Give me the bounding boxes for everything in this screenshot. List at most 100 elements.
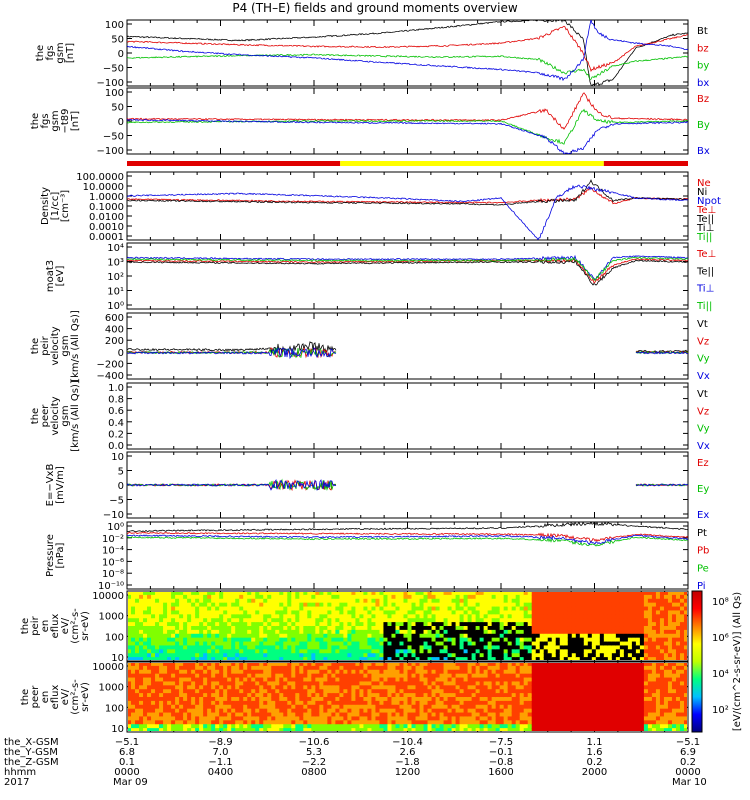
- ytick-label: 0.6: [108, 406, 124, 417]
- series-vx: [127, 347, 688, 360]
- ylabel-line: eflux: [50, 614, 61, 639]
- ylabel-line: the: [20, 689, 31, 705]
- ytick-label: −10: [103, 510, 124, 521]
- ylabel-line: −t89: [60, 108, 71, 133]
- series-bx: [127, 118, 688, 154]
- ytick-label: −50: [103, 132, 124, 143]
- ytick-label: 1.0: [108, 383, 124, 394]
- orbit-value: Mar 09: [113, 777, 148, 788]
- series-vy: [127, 347, 688, 359]
- orbit-value: −7.5: [489, 737, 513, 748]
- orbit-value: 0800: [301, 767, 326, 778]
- ytick-label: 200: [105, 336, 124, 347]
- ylabel-line: velocity: [50, 396, 61, 435]
- legend-pt: Pt: [697, 528, 707, 539]
- ylabel-line: fgs: [40, 113, 51, 128]
- orbit-value: −0.8: [489, 757, 513, 768]
- ytick-label: 10²: [107, 272, 124, 283]
- ytick-label: 10000: [92, 591, 124, 602]
- series-ni: [127, 179, 688, 206]
- panel-frame: [126, 661, 689, 733]
- panel-p0: 100 50 0 −50 −100 the fgs gsm [nT] Bt bz by bx: [35, 19, 709, 89]
- legend-vx: Vx: [697, 441, 710, 452]
- series-by: [127, 53, 688, 80]
- ylabel-line: the: [30, 113, 41, 129]
- panel-frame: [126, 171, 689, 241]
- ytick-label: 100: [105, 88, 124, 99]
- ylabel-line: gsm: [55, 42, 66, 63]
- panel-frame: [126, 590, 689, 662]
- series-pe: [127, 536, 688, 547]
- ylabel-line: [mV/m]: [55, 466, 66, 504]
- legend-bx: Bx: [697, 146, 710, 157]
- colorbar-scale: [691, 590, 703, 733]
- ylabel-line: eV/: [60, 617, 71, 634]
- ytick-label: 1000: [99, 683, 124, 694]
- legend-te: Te⊥: [696, 249, 716, 260]
- orbit-row-label: the_X‑GSM: [4, 737, 59, 748]
- legend-ti: Ti||: [696, 301, 712, 312]
- panel-p3: 10⁴ 10³ 10² 10¹ 10⁰ moat3 [eV] Te⊥ Te|| Ti⊥ Ti||: [45, 242, 716, 312]
- legend-ez: Ez: [697, 458, 709, 469]
- orbit-value: 1.1: [587, 737, 603, 748]
- orbit-value: 1200: [395, 767, 420, 778]
- colorbar-tick: 10⁶: [712, 633, 729, 644]
- legend-bt: Bt: [697, 26, 708, 37]
- legend-te: Te||: [696, 266, 714, 277]
- colorbar-label: [eV/(cm^2-s-sr-eV)] (All Qs): [732, 592, 743, 731]
- ylabel-line: en: [40, 620, 51, 633]
- legend-ni: Ni: [697, 187, 707, 198]
- orbit-row-label: the_Y‑GSM: [4, 747, 58, 758]
- orbit-value: 2000: [582, 767, 607, 778]
- ylabel-line: sr‑eV): [80, 682, 91, 712]
- series-vz: [127, 347, 688, 359]
- orbit-value: 0400: [208, 767, 233, 778]
- colorbar: 10⁸ 10⁶ 10⁴ 10² [eV/(cm^2-s-sr-eV)] (All Qs): [691, 590, 743, 733]
- ytick-label: 10⁰: [107, 301, 124, 312]
- orbit-value: 0.2: [587, 757, 603, 768]
- ytick-label: 10: [111, 724, 124, 735]
- orbit-table: the_X‑GSM −5.1 −8.9 −10.6 −10.4 −7.5 1.1 −5.1 th…: [4, 737, 707, 788]
- legend-vy: Vy: [697, 424, 710, 435]
- orbit-value: 0.2: [680, 757, 696, 768]
- ytick-label: 10⁻⁸: [102, 569, 124, 580]
- legend-by: By: [697, 120, 710, 131]
- ytick-label: −100: [97, 146, 124, 157]
- ytick-label: 0.0001: [89, 232, 124, 243]
- ytick-label: 10¹: [107, 287, 124, 298]
- series-pt: [127, 522, 688, 533]
- series-te: [127, 257, 688, 284]
- series-ti: [127, 254, 688, 280]
- ytick-label: 0: [118, 49, 124, 60]
- legend-ne: Ne: [697, 178, 711, 189]
- series-vt: [127, 341, 688, 354]
- ytick-label: 0.1000: [89, 202, 124, 213]
- legend-pi: Pi: [697, 581, 706, 592]
- panel-p2: 100.000010.00001.00000.10000.01000.00100…: [40, 171, 721, 243]
- series-bz: [127, 25, 688, 72]
- series-bt: [127, 20, 688, 86]
- ylabel-line: gsm: [50, 110, 61, 131]
- legend-bz: bz: [697, 43, 709, 54]
- orbit-row-label: 2017: [4, 777, 29, 788]
- ytick-label: 10⁻⁴: [102, 546, 124, 557]
- ytick-label: 0.2: [108, 429, 124, 440]
- orbit-value: −8.9: [208, 737, 232, 748]
- ylabel-line: (cm²‑s‑: [70, 608, 81, 644]
- ylabel-line: peir: [30, 615, 41, 635]
- ytick-label: 400: [105, 325, 124, 336]
- panel-frame: [126, 312, 689, 380]
- heatmap-cells: [128, 592, 687, 660]
- ylabel-line: gsm: [60, 335, 71, 356]
- ytick-label: 10⁻⁶: [102, 557, 124, 568]
- ylabel-line: [km/s (All Qs)]: [70, 310, 81, 382]
- ylabel-line: en: [40, 691, 51, 704]
- ytick-label: −100: [97, 78, 124, 89]
- ylabel-line: (cm²‑s‑: [70, 679, 81, 715]
- ytick-label: 0.0: [108, 441, 124, 452]
- ylabel-line: moat3: [45, 260, 56, 292]
- legend-vz: Vz: [697, 406, 709, 417]
- ytick-label: 100.0000: [76, 172, 124, 183]
- ylabel-line: velocity: [50, 326, 61, 365]
- orbit-value: −5.1: [676, 737, 700, 748]
